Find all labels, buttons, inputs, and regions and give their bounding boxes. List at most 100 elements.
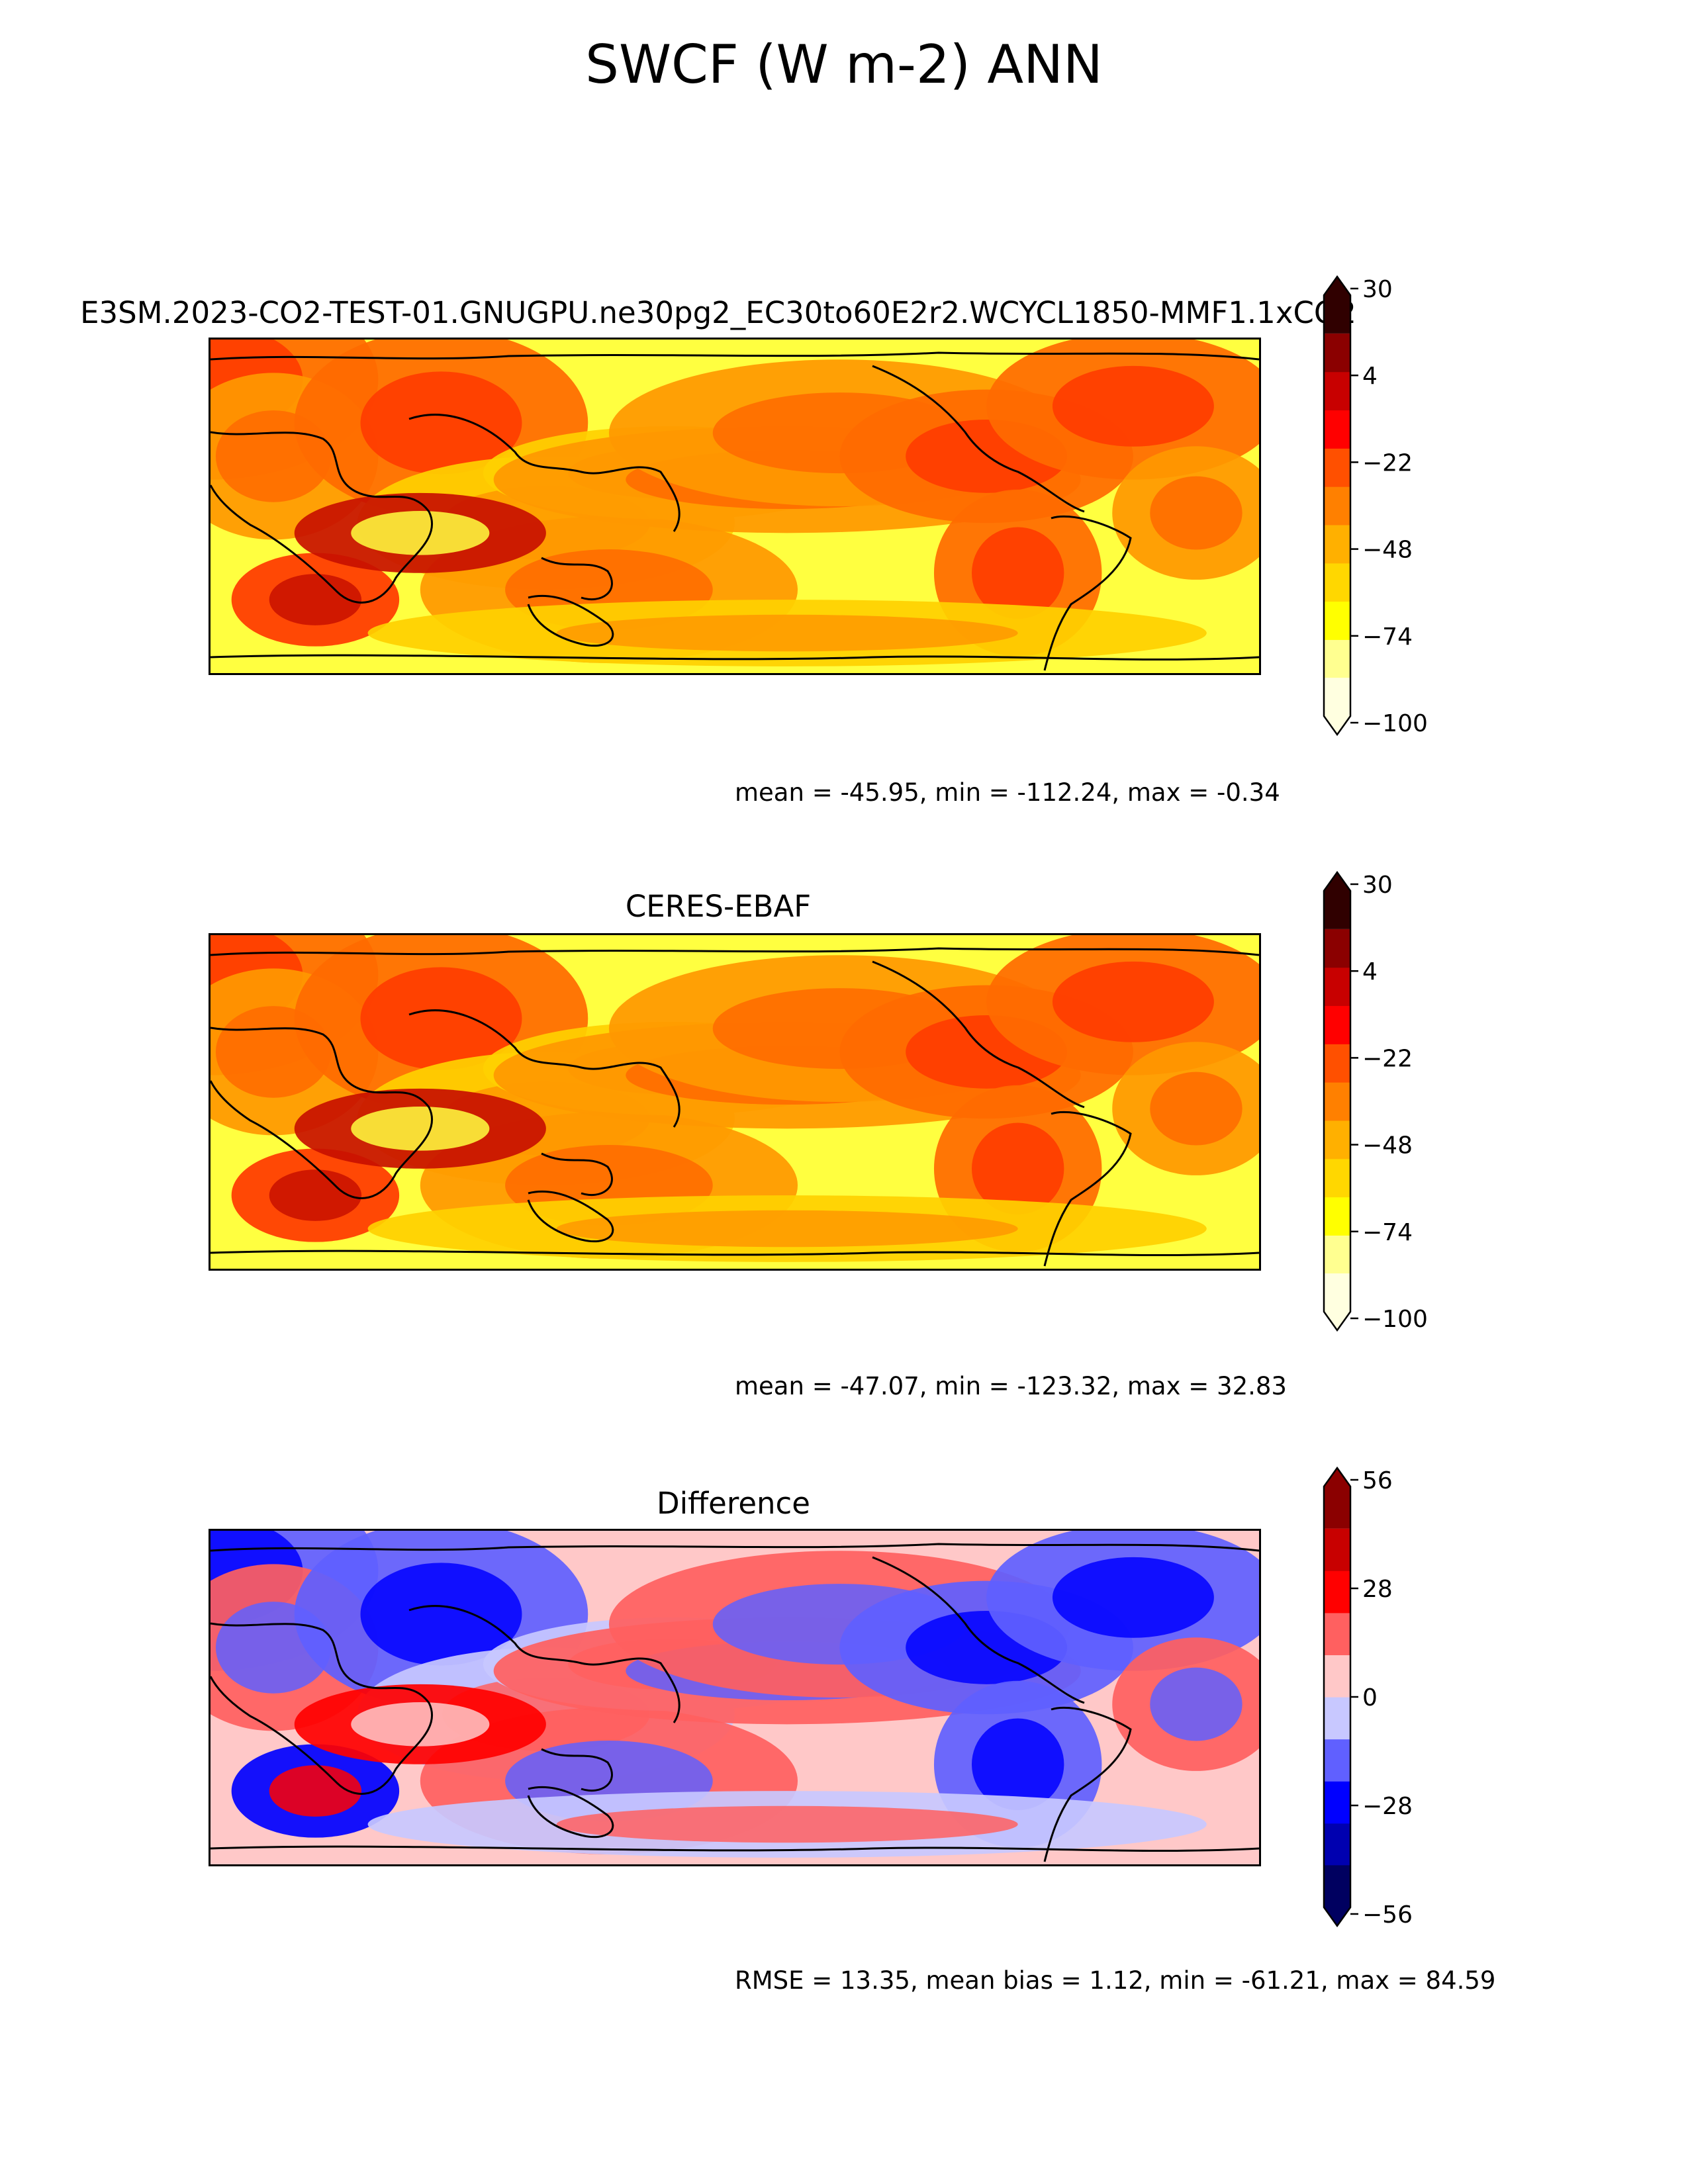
- coastline: [1043, 515, 1132, 671]
- colorbar-tick-label: 4: [1362, 363, 1378, 390]
- colorbar-segment: [1324, 1655, 1350, 1698]
- contour-region-inner: [269, 1169, 362, 1221]
- panel-3-title: Difference: [657, 1486, 810, 1521]
- contour-region-inner: [351, 511, 490, 555]
- colorbar-tick-label: −22: [1362, 449, 1413, 477]
- colorbar-tick-label: −22: [1362, 1045, 1413, 1072]
- panel-3-stats: RMSE = 13.35, mean bias = 1.12, min = -6…: [735, 1966, 1496, 1995]
- colorbar-segment: [1324, 1158, 1350, 1198]
- colorbar-tick-label: 56: [1362, 1467, 1393, 1494]
- colorbar-segment: [1324, 1697, 1350, 1740]
- coastline: [527, 594, 614, 647]
- colorbar-segment: [1324, 1044, 1350, 1083]
- contour-region-inner: [1150, 1071, 1243, 1146]
- coastline: [541, 1748, 613, 1792]
- coastline: [408, 1605, 680, 1723]
- panel-2-title: CERES-EBAF: [625, 889, 812, 924]
- colorbar-segment: [1324, 1823, 1350, 1866]
- panel-1-title: E3SM.2023-CO2-TEST-01.GNUGPU.ne30pg2_EC3…: [80, 295, 1356, 330]
- colorbar-tick-label: −74: [1362, 623, 1413, 651]
- coastline: [211, 431, 434, 604]
- colorbar-tick-label: 28: [1362, 1576, 1393, 1603]
- colorbar-tick-label: −28: [1362, 1793, 1413, 1820]
- colorbar-tick-label: −48: [1362, 537, 1413, 564]
- colorbar-segment: [1324, 1781, 1350, 1824]
- contour-region-inner: [556, 1210, 1018, 1248]
- colorbar-tick-label: −74: [1362, 1219, 1413, 1246]
- coastline: [408, 414, 680, 532]
- colorbar-segment: [1324, 1197, 1350, 1236]
- panel-3-colorbar: 56 28 0 −28 −56: [1323, 1466, 1413, 1929]
- colorbar-segment: [1324, 448, 1350, 487]
- colorbar-segment: [1324, 929, 1350, 968]
- contour-region-inner: [971, 1122, 1064, 1215]
- colorbar-segment: [1324, 1235, 1350, 1274]
- contour-region-inner: [1150, 476, 1243, 550]
- coastline: [872, 1556, 1085, 1704]
- coastline: [872, 365, 1085, 513]
- coastline: [211, 1845, 1259, 1852]
- colorbar-segment: [1324, 563, 1350, 602]
- colorbar-tick-label: −56: [1362, 1901, 1413, 1929]
- coastline: [527, 1190, 614, 1243]
- contour-region-inner: [1052, 961, 1214, 1042]
- colorbar-segment: [1324, 1082, 1350, 1121]
- colorbar-tick-label: 30: [1362, 872, 1393, 899]
- colorbar-extend-high: [1324, 872, 1350, 929]
- colorbar-segment: [1324, 410, 1350, 449]
- coastline: [211, 654, 1259, 661]
- contour-region-inner: [351, 1702, 490, 1747]
- colorbar-segment: [1324, 1570, 1350, 1614]
- coastline: [541, 557, 613, 601]
- colorbar-tick-label: 30: [1362, 276, 1393, 303]
- coastline: [527, 1786, 614, 1839]
- colorbar-segment: [1324, 486, 1350, 525]
- colorbar-tick-label: 4: [1362, 958, 1378, 985]
- contour-region-inner: [971, 527, 1064, 619]
- panel-2-stats: mean = -47.07, min = -123.32, max = 32.8…: [735, 1372, 1287, 1400]
- colorbar-segment: [1324, 371, 1350, 411]
- colorbar-outline: [1323, 1466, 1352, 1928]
- contour-region-inner: [1052, 365, 1214, 447]
- colorbar-extend-low: [1324, 1273, 1350, 1330]
- contour-region-inner: [351, 1107, 490, 1151]
- colorbar-segment: [1324, 1528, 1350, 1571]
- colorbar-segment: [1324, 1612, 1350, 1655]
- colorbar-outline: [1323, 870, 1352, 1332]
- coastline: [211, 1622, 434, 1795]
- colorbar-tick-label: −48: [1362, 1132, 1413, 1160]
- contour-region-inner: [360, 1563, 522, 1666]
- panel-2-map: [209, 933, 1261, 1271]
- panel-1-stats: mean = -45.95, min = -112.24, max = -0.3…: [735, 778, 1280, 807]
- panel-1-map-field: [211, 340, 1259, 673]
- colorbar-extend-high: [1324, 1468, 1350, 1529]
- colorbar-tick-label: −100: [1362, 1306, 1428, 1333]
- colorbar-extend-low: [1324, 678, 1350, 735]
- colorbar-tick-label: 0: [1362, 1684, 1378, 1711]
- coastline: [211, 947, 1259, 956]
- contour-region-inner: [360, 371, 522, 475]
- coastline: [211, 1026, 434, 1199]
- contour-region-inner: [556, 614, 1018, 652]
- colorbar-segment: [1324, 1739, 1350, 1782]
- colorbar-extend-high: [1324, 277, 1350, 334]
- contour-region-inner: [269, 1765, 362, 1817]
- contour-region-inner: [1052, 1557, 1214, 1638]
- panel-3-map: [209, 1529, 1261, 1866]
- coastline: [211, 351, 1259, 361]
- panel-1-map: [209, 338, 1261, 675]
- panel-3-map-field: [211, 1531, 1259, 1864]
- coastline: [541, 1152, 613, 1197]
- contour-region-inner: [1150, 1667, 1243, 1741]
- colorbar-segment: [1324, 524, 1350, 564]
- colorbar-segment: [1324, 1120, 1350, 1160]
- colorbar-extend-low: [1324, 1865, 1350, 1926]
- coastline: [211, 1250, 1259, 1257]
- colorbar-outline: [1323, 275, 1352, 737]
- coastline: [1043, 1706, 1132, 1862]
- panel-2-colorbar: 30 4 −22 −48 −74 −100: [1323, 870, 1428, 1333]
- coastline: [872, 960, 1085, 1109]
- coastline: [211, 1543, 1259, 1552]
- contour-region-inner: [269, 574, 362, 625]
- panel-2-map-field: [211, 935, 1259, 1269]
